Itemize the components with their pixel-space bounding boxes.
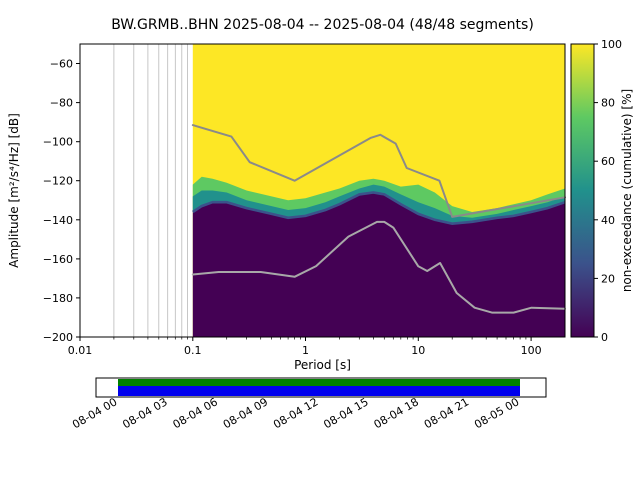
plot-frame <box>79 43 566 338</box>
y-axis-label: Amplitude [m²/s⁴/Hz] [dB] <box>7 113 21 268</box>
x-tick-label: 0.1 <box>184 344 202 357</box>
noise-model-low-line <box>191 220 566 314</box>
y-tick-label: −60 <box>50 58 73 71</box>
y-tick-label: −160 <box>43 253 73 266</box>
y-tick-label: −200 <box>43 331 73 344</box>
coverage-segment-bottom <box>118 386 520 396</box>
coverage-segment-top <box>118 379 520 386</box>
x-tick-label: 10 <box>411 344 425 357</box>
y-tick-label: −120 <box>43 175 73 188</box>
colorbar-tick-label: 100 <box>601 38 622 51</box>
x-tick-label: 1 <box>302 344 309 357</box>
y-tick-label: −180 <box>43 292 73 305</box>
noise-model-high-line <box>191 124 566 218</box>
y-tick-label: −140 <box>43 214 73 227</box>
colorbar: 0 20 40 60 80 100 <box>570 38 622 344</box>
y-tick-label: −100 <box>43 136 73 149</box>
colorbar-tick-label: 40 <box>601 214 615 227</box>
y-axis: −200 −180 −160 −140 −120 −100 −80 −60 <box>43 58 80 344</box>
grid-lines <box>113 44 189 337</box>
x-tick-label: 0.01 <box>68 344 93 357</box>
colorbar-label: non-exceedance (cumulative) [%] <box>620 89 634 292</box>
x-axis-label: Period [s] <box>294 358 351 372</box>
x-axis: 0.01 0.1 1 10 100 <box>68 337 542 357</box>
chart-title: BW.GRMB..BHN 2025-08-04 -- 2025-08-04 (4… <box>111 17 534 33</box>
colorbar-tick-label: 60 <box>601 155 615 168</box>
y-tick-label: −80 <box>50 97 73 110</box>
ppsd-heatmap <box>192 44 566 337</box>
colorbar-tick-label: 80 <box>601 97 615 110</box>
colorbar-tick-label: 0 <box>601 331 608 344</box>
x-tick-label: 100 <box>521 344 542 357</box>
colorbar-tick-label: 20 <box>601 272 615 285</box>
